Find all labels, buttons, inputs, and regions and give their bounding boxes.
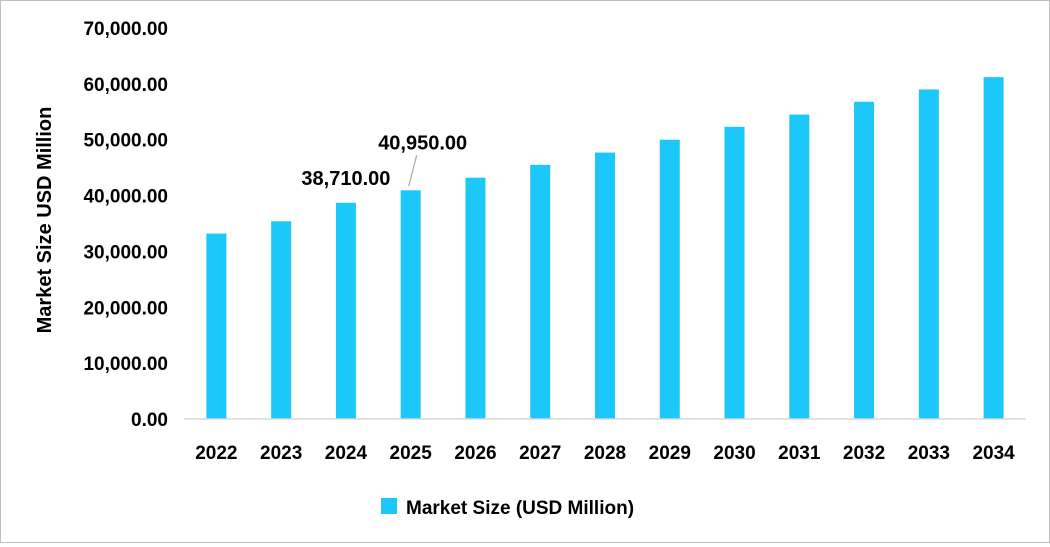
x-tick-label: 2029 (649, 443, 691, 464)
x-tick-label: 2034 (972, 443, 1015, 464)
x-axis-ticks: 2022 2023 2024 2025 2026 2027 2028 2029 2030 2031… (195, 443, 1015, 464)
x-tick-label: 2032 (843, 443, 885, 464)
data-label-2024: 38,710.00 (301, 168, 390, 190)
bar-2023 (271, 221, 292, 419)
data-label-leader-line (408, 155, 418, 187)
bar-2033 (918, 89, 939, 419)
x-tick-label: 2025 (390, 443, 433, 464)
x-tick-label: 2023 (260, 443, 302, 464)
x-tick-label: 2026 (454, 443, 496, 464)
y-tick-label: 0.00 (131, 410, 168, 431)
legend-label: Market Size (USD Million) (406, 498, 634, 519)
y-axis-title: Market Size USD Million (34, 107, 56, 334)
bar-2031 (789, 114, 810, 419)
bar-2032 (854, 101, 875, 419)
bar-2029 (659, 139, 680, 419)
y-tick-label: 40,000.00 (83, 187, 168, 208)
x-tick-label: 2031 (778, 443, 821, 464)
bars (206, 77, 1004, 420)
y-axis-ticks: 0.00 10,000.00 20,000.00 30,000.00 40,000.00… (83, 19, 168, 431)
legend: Market Size (USD Million) (381, 498, 634, 519)
bar-2022 (206, 233, 227, 419)
bar-2026 (465, 177, 486, 419)
y-tick-label: 10,000.00 (83, 354, 168, 375)
y-tick-label: 70,000.00 (83, 19, 168, 40)
y-tick-label: 60,000.00 (83, 75, 168, 96)
bar-2028 (595, 152, 615, 419)
x-tick-label: 2033 (908, 443, 950, 464)
data-label-2025: 40,950.00 (378, 132, 467, 154)
y-tick-label: 20,000.00 (83, 298, 168, 319)
legend-swatch (381, 498, 397, 514)
data-labels: 38,710.00 40,950.00 (301, 132, 467, 190)
bar-2030 (724, 126, 745, 420)
y-tick-label: 50,000.00 (83, 131, 168, 152)
bar-2025 (400, 190, 421, 419)
x-tick-label: 2024 (325, 443, 368, 464)
x-tick-label: 2027 (519, 443, 561, 464)
y-tick-label: 30,000.00 (83, 242, 168, 263)
bar-2024 (335, 202, 356, 419)
bar-2034 (983, 77, 1004, 419)
x-tick-label: 2030 (713, 443, 755, 464)
bar-2027 (530, 164, 551, 419)
x-tick-label: 2028 (584, 443, 626, 464)
x-tick-label: 2022 (195, 443, 237, 464)
